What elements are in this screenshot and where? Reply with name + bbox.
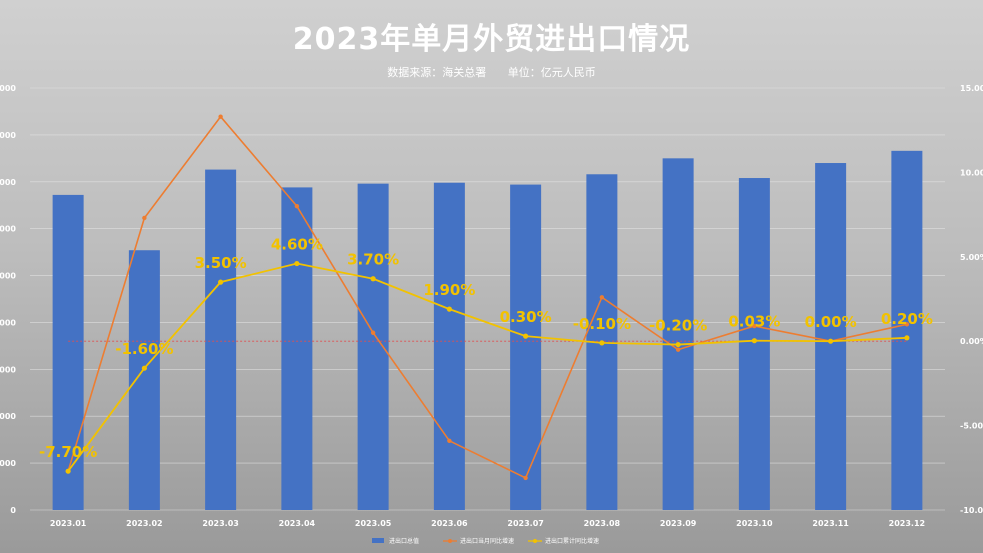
- bar: [815, 163, 847, 510]
- bar: [662, 158, 694, 511]
- chart-subtitle: 数据来源：海关总署 单位：亿元人民币: [0, 64, 983, 80]
- cumulative-data-label: 4.60%: [271, 236, 323, 254]
- y-left-tick-label: 35000: [0, 178, 16, 187]
- monthly-growth-point: [447, 438, 452, 443]
- bar: [510, 184, 542, 510]
- legend-label: 进出口累计同比增速: [545, 537, 599, 545]
- cumulative-growth-point: [675, 341, 681, 348]
- x-tick-label: 2023.04: [279, 519, 316, 528]
- monthly-growth-point: [904, 322, 910, 327]
- y-right-tick-label: 5.00%: [960, 253, 983, 262]
- monthly-growth-point: [294, 203, 300, 209]
- data-source: 数据来源：海关总署: [387, 66, 487, 79]
- legend-swatch-marker: [448, 539, 452, 543]
- cumulative-data-label: 0.03%: [728, 313, 780, 331]
- monthly-growth-point: [675, 347, 681, 352]
- x-tick-label: 2023.12: [889, 519, 925, 528]
- y-left-tick-label: 5000: [0, 459, 16, 468]
- monthly-growth-point: [523, 475, 528, 481]
- bar: [738, 178, 770, 510]
- cumulative-growth-point: [828, 338, 834, 344]
- monthly-growth-point: [599, 295, 605, 300]
- monthly-growth-point: [218, 114, 223, 119]
- monthly-growth-point: [142, 215, 147, 221]
- cumulative-growth-line: [67, 262, 907, 472]
- legend-swatch-marker: [533, 539, 537, 543]
- cumulative-data-label: 1.90%: [423, 281, 475, 299]
- y-left-tick-label: 15000: [0, 365, 16, 374]
- x-tick-label: 2023.07: [507, 519, 543, 528]
- y-right-tick-label: 0.00%: [960, 337, 983, 346]
- data-unit: 单位：亿元人民币: [507, 66, 596, 79]
- cumulative-data-label: 0.00%: [805, 313, 857, 331]
- x-tick-label: 2023.01: [50, 519, 87, 528]
- x-tick-label: 2023.11: [812, 519, 849, 528]
- cumulative-growth-point: [218, 279, 224, 285]
- bar: [281, 187, 313, 510]
- y-left-tick-label: 20000: [0, 318, 16, 327]
- chart-title: 2023年单月外贸进出口情况: [292, 22, 691, 57]
- bar: [891, 150, 923, 510]
- cumulative-data-label: -0.10%: [573, 315, 631, 333]
- cumulative-growth-point: [599, 340, 605, 346]
- x-tick-label: 2023.05: [355, 519, 392, 528]
- cumulative-growth-point: [65, 468, 71, 474]
- x-tick-label: 2023.06: [431, 519, 468, 528]
- cumulative-data-label: -1.60%: [115, 340, 173, 358]
- bar: [205, 169, 237, 510]
- y-left-tick-label: 25000: [0, 272, 16, 281]
- cumulative-growth-point: [904, 335, 910, 341]
- x-tick-label: 2023.10: [736, 519, 773, 528]
- cumulative-data-label: 3.70%: [347, 251, 399, 269]
- x-tick-label: 2023.03: [202, 519, 238, 528]
- monthly-growth-point: [752, 323, 757, 329]
- y-right-tick-label: -5.00%: [960, 422, 983, 431]
- bar: [52, 194, 84, 510]
- monthly-growth-line: [67, 115, 908, 480]
- bar: [433, 182, 465, 510]
- cumulative-growth-point: [370, 276, 376, 282]
- x-tick-label: 2023.08: [584, 519, 621, 528]
- y-right-tick-label: -10.00%: [960, 506, 983, 515]
- cumulative-growth-point: [141, 365, 147, 371]
- cumulative-growth-point: [523, 333, 529, 339]
- y-left-tick-label: 30000: [0, 225, 16, 234]
- cumulative-data-label: 0.30%: [500, 308, 552, 326]
- y-right-tick-label: 10.00%: [960, 168, 983, 177]
- cumulative-growth-point: [294, 260, 300, 267]
- legend-swatch: [372, 538, 384, 543]
- y-right-tick-label: 15.00%: [960, 84, 983, 93]
- y-left-tick-label: 10000: [0, 412, 16, 421]
- cumulative-growth-point: [446, 306, 452, 312]
- bar: [128, 250, 160, 511]
- y-left-tick-label: 40000: [0, 131, 16, 140]
- x-tick-label: 2023.09: [660, 519, 697, 528]
- x-tick-label: 2023.02: [126, 519, 162, 528]
- y-left-tick-label: 0: [10, 506, 16, 515]
- monthly-growth-point: [370, 330, 376, 335]
- cumulative-data-label: -0.20%: [649, 317, 707, 335]
- legend-label: 进出口总值: [389, 537, 419, 545]
- legend-label: 进出口当月同比增速: [460, 537, 514, 545]
- y-left-tick-label: 45000: [0, 84, 16, 93]
- cumulative-growth-point: [751, 338, 757, 344]
- cumulative-data-label: -7.70%: [39, 443, 97, 461]
- cumulative-data-label: 0.20%: [881, 310, 933, 328]
- cumulative-data-label: 3.50%: [195, 254, 247, 272]
